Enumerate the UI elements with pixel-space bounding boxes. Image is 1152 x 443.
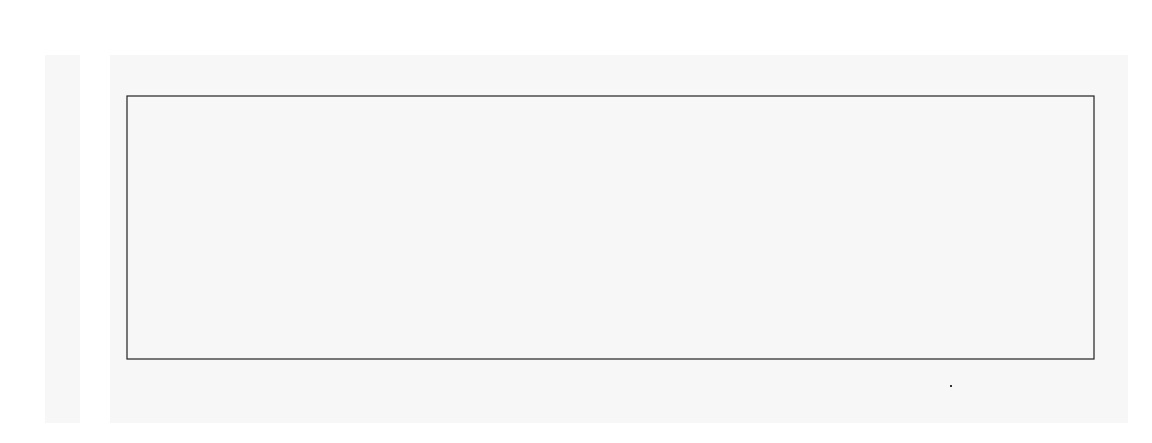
rain-legend-swatch <box>127 387 175 401</box>
plot-frame <box>126 95 1095 360</box>
chart-panel <box>110 55 1128 423</box>
shower-legend-swatch <box>278 387 310 401</box>
cloud-density-scale <box>950 385 952 387</box>
temp-axis-panel <box>45 55 80 423</box>
